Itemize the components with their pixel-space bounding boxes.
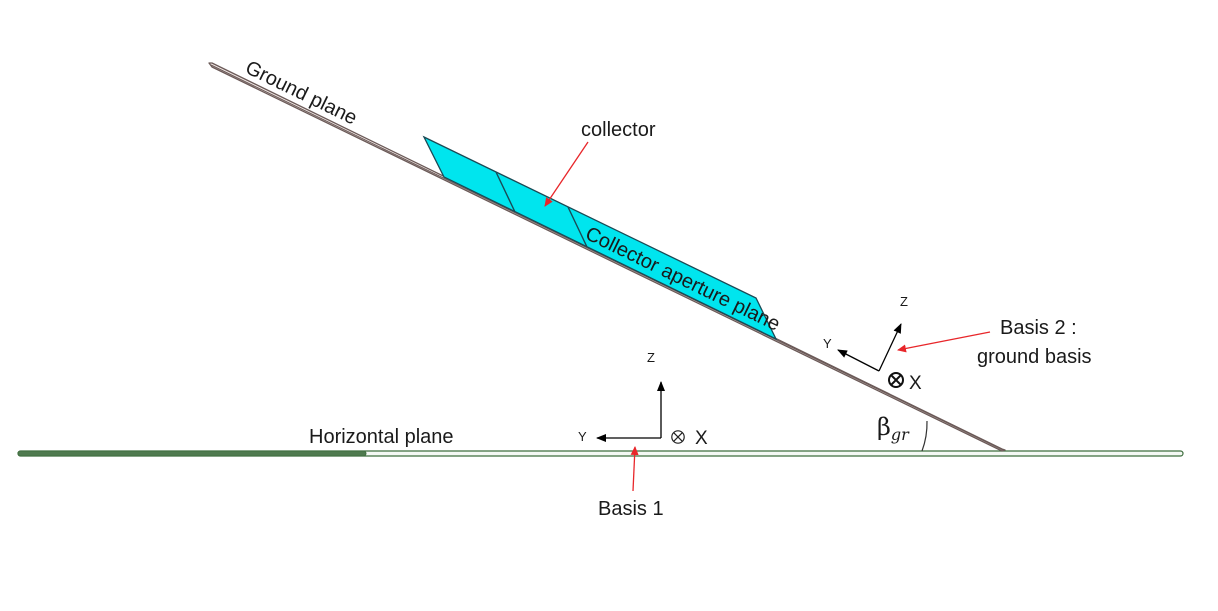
basis1-x-into-page-icon [671, 430, 685, 444]
basis1-axes [596, 381, 685, 444]
basis2-pointer-arrow [897, 331, 991, 353]
collector-divider-1 [495, 171, 516, 213]
basis2-z-label: Z [900, 294, 908, 309]
basis1-y-label: Y [578, 429, 587, 444]
collector [422, 135, 778, 341]
horizontal-plane-label: Horizontal plane [309, 426, 454, 448]
angle-subscript: gr [891, 425, 910, 444]
basis1-label: Basis 1 [598, 498, 664, 520]
basis2-x-label: X [909, 373, 922, 394]
angle-symbol: β [877, 413, 891, 441]
basis2-y-label: Y [823, 336, 832, 351]
inclination-angle-label: βgr [877, 413, 910, 444]
horizontal-plane [17, 450, 1184, 457]
collector-label: collector [581, 119, 656, 141]
collector-divider-2 [567, 206, 588, 248]
basis1-pointer-arrow [630, 446, 639, 492]
basis2-label-line1: Basis 2 : [1000, 317, 1077, 339]
collector-pointer-arrow [544, 141, 589, 207]
basis1-x-label: X [695, 428, 708, 449]
basis2-x-into-page-icon [888, 372, 904, 388]
ground-plane-label: Ground plane [242, 57, 361, 130]
basis2-label-line2: ground basis [977, 346, 1092, 368]
collector-aperture-plane-label: Collector aperture plane [582, 223, 784, 336]
inclination-angle-arc [921, 420, 928, 452]
basis1-z-label: Z [647, 350, 655, 365]
basis2-axes [837, 323, 904, 388]
basis2-y-axis [837, 349, 880, 372]
basis2-z-axis [878, 323, 902, 372]
